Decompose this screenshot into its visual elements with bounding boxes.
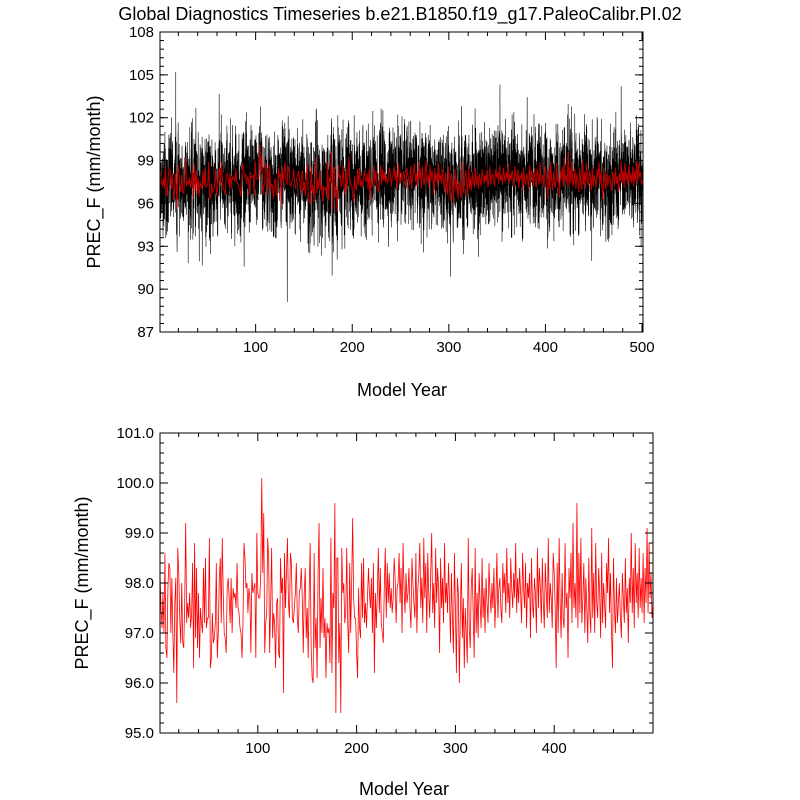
top-xtick-label: 100	[243, 339, 268, 356]
top-plot-frame	[159, 31, 644, 333]
top-panel: 87 90 93 96 99 102 105 108 100 200 300 400 500 Model…	[84, 24, 655, 400]
top-ytick-label: 96	[137, 195, 154, 212]
top-y-axis-label: PREC_F (mm/month)	[84, 95, 105, 268]
bottom-ytick-label: 98.0	[125, 575, 154, 592]
bottom-y-axis-label: PREC_F (mm/month)	[72, 496, 93, 669]
top-ytick-label: 87	[137, 324, 154, 341]
top-x-axis-label: Model Year	[357, 380, 447, 400]
top-xtick-label: 400	[533, 339, 558, 356]
bottom-plot-area	[159, 477, 654, 714]
top-monthly-series-line	[159, 71, 644, 303]
top-ytick-label: 105	[129, 67, 154, 84]
bottom-ytick-label: 101.0	[116, 425, 154, 442]
top-xtick-label: 300	[436, 339, 461, 356]
bottom-xtick-label: 400	[542, 740, 567, 757]
top-ytick-label: 108	[129, 24, 154, 41]
top-ytick-label: 93	[137, 238, 154, 255]
bottom-xtick-label: 100	[245, 740, 270, 757]
top-axes: 87 90 93 96 99 102 105 108 100 200 300 400 500	[129, 24, 655, 356]
bottom-ytick-label: 96.0	[125, 675, 154, 692]
bottom-ytick-label: 100.0	[116, 475, 154, 492]
bottom-x-axis-label: Model Year	[359, 779, 449, 799]
top-ytick-label: 90	[137, 281, 154, 298]
bottom-ytick-label: 97.0	[125, 625, 154, 642]
bottom-xtick-label: 200	[344, 740, 369, 757]
top-plot-area	[159, 71, 644, 303]
bottom-annual-series-line	[159, 477, 654, 714]
top-ytick-label: 102	[129, 110, 154, 127]
top-xtick-label: 200	[340, 339, 365, 356]
top-ytick-label: 99	[137, 153, 154, 170]
bottom-xtick-label: 300	[443, 740, 468, 757]
top-annual-series-line	[159, 144, 644, 213]
bottom-axes: 95.0 96.0 97.0 98.0 99.0 100.0 101.0 100 200 300 4…	[116, 425, 653, 757]
bottom-ytick-label: 99.0	[125, 525, 154, 542]
figure-title: Global Diagnostics Timeseries b.e21.B185…	[118, 4, 681, 25]
bottom-panel: 95.0 96.0 97.0 98.0 99.0 100.0 101.0 100 200 300 4…	[72, 425, 654, 799]
bottom-ytick-label: 95.0	[125, 725, 154, 742]
top-xtick-label: 500	[630, 339, 655, 356]
